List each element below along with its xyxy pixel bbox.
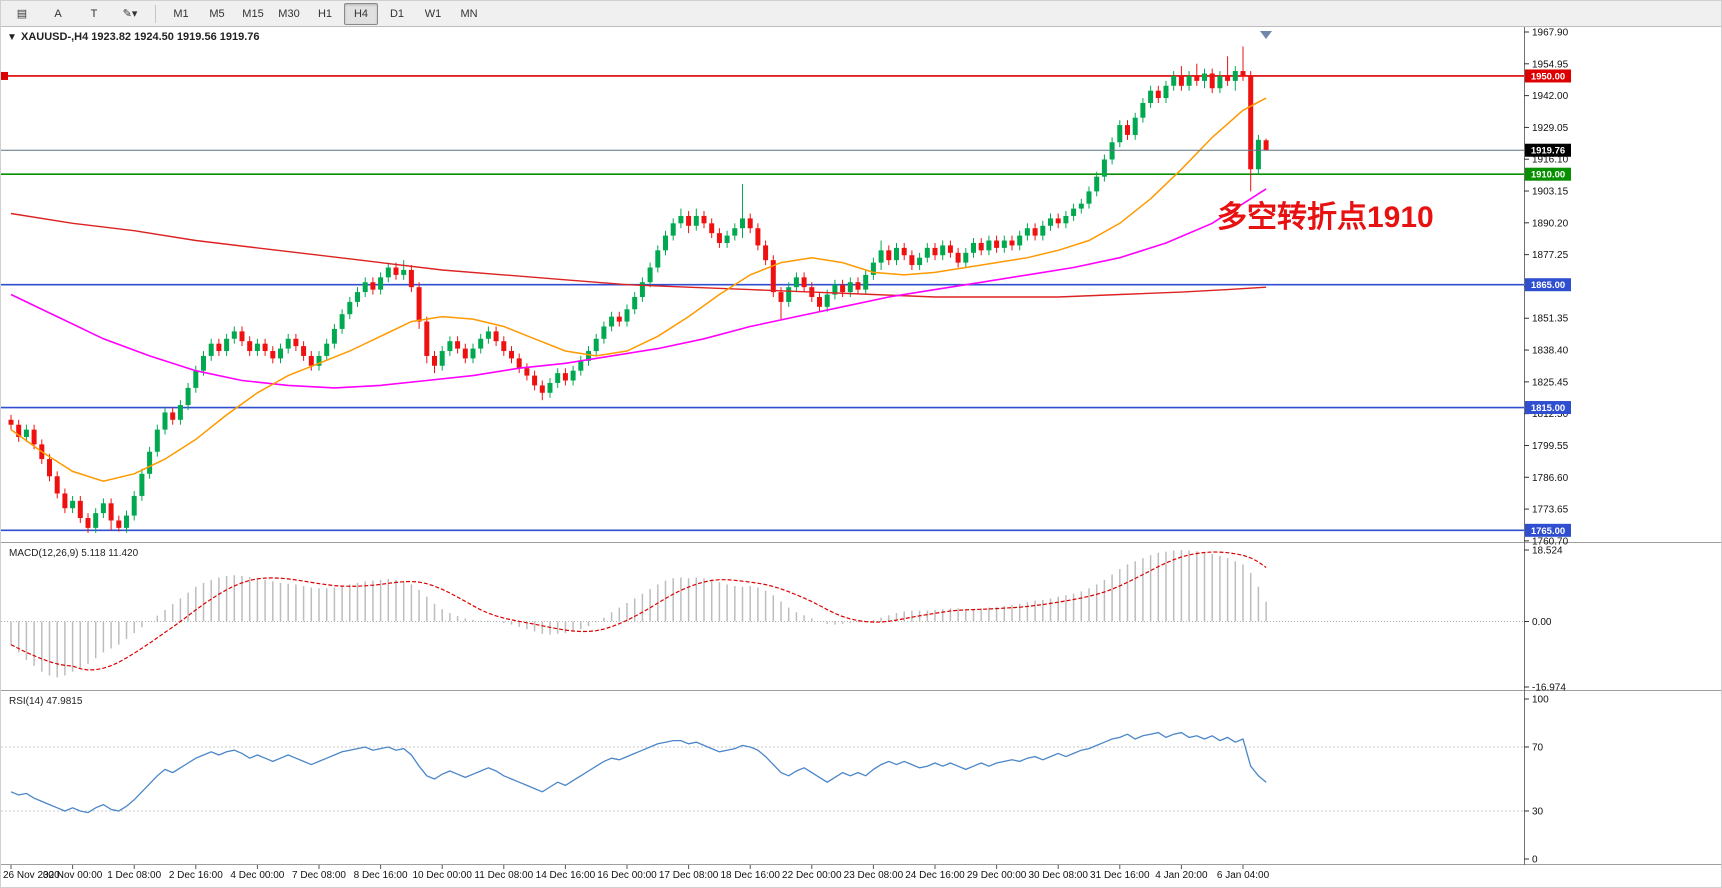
time-tick-label: 7 Dec 08:00	[292, 870, 346, 881]
time-tick-label: 18 Dec 16:00	[720, 870, 780, 881]
chart-window-icon[interactable]: ▤	[16, 8, 28, 20]
price-line-value: 1910.00	[1531, 170, 1565, 181]
time-tick-label: 26 Nov 2020	[3, 870, 60, 881]
ma-fast-line	[10, 97, 1267, 482]
price-tick-label: 1786.60	[1532, 473, 1569, 484]
timeframe-button-mn[interactable]: MN	[460, 7, 478, 20]
price-tick-label: 1812.50	[1532, 409, 1569, 420]
macd-pane: 18.524 0.00 -16.974	[1, 546, 1566, 694]
time-tick-label: 29 Dec 00:00	[967, 870, 1027, 881]
toolbar-tools: ▤ A T ✎▾	[5, 3, 147, 25]
time-tick-label: 8 Dec 16:00	[354, 870, 408, 881]
time-tick-label: 22 Dec 00:00	[782, 870, 842, 881]
price-tick-label: 1916.10	[1532, 155, 1569, 166]
text-tool-button[interactable]: T	[90, 7, 98, 20]
price-line-1765.00[interactable]: 1765.00	[1, 523, 1571, 537]
price-tick-label: 1954.95	[1532, 59, 1569, 70]
price-axis[interactable]: 1967.90 1954.95 1942.00 1929.05 1916.10 1903.…	[1524, 28, 1569, 548]
time-tick-label: 1 Dec 08:00	[107, 870, 161, 881]
price-tick-label: 1942.00	[1532, 91, 1569, 102]
rsi-line	[10, 731, 1267, 814]
time-tick-label: 4 Dec 00:00	[230, 870, 284, 881]
timeframe-button-h1[interactable]: H1	[317, 7, 333, 20]
draw-tool-button[interactable]: ✎▾	[122, 8, 138, 20]
price-tick-label: 1890.20	[1532, 218, 1569, 229]
current-price-value: 1919.76	[1531, 146, 1565, 157]
timeframe-button-m1[interactable]: M1	[173, 7, 189, 20]
ma-mid-line	[10, 188, 1267, 389]
rsi-indicator-label: RSI(14) 47.9815	[9, 696, 83, 707]
time-tick-label: 6 Jan 04:00	[1217, 870, 1270, 881]
price-line-1815.00[interactable]: 1815.00	[1, 401, 1571, 415]
timeframe-button-m30[interactable]: M30	[278, 7, 300, 20]
timeframe-button-h4[interactable]: H4	[344, 2, 378, 25]
time-tick-label: 4 Jan 20:00	[1155, 870, 1208, 881]
shift-marker-icon[interactable]	[1260, 31, 1272, 39]
time-tick-label: 11 Dec 08:00	[474, 870, 533, 881]
toolbar-separator	[155, 4, 156, 23]
price-tick-label: 1773.65	[1532, 505, 1569, 516]
timeframe-button-m15[interactable]: M15	[242, 7, 264, 20]
price-line-1865.00[interactable]: 1865.00	[1, 278, 1571, 292]
chart-layers: 1967.90 1954.95 1942.00 1929.05 1916.10 1903.…	[1, 27, 1721, 881]
rsi-axis-label: 70	[1532, 743, 1544, 754]
symbol-dropdown-icon[interactable]: ▼	[7, 32, 17, 43]
macd-axis-label: 18.524	[1532, 546, 1563, 557]
price-line-value: 1865.00	[1531, 280, 1565, 291]
price-tick-label: 1799.55	[1532, 441, 1569, 452]
timeframe-buttons: M1 M5 M15 M30 H1 H4 D1 W1 MN	[164, 2, 486, 25]
price-line-value: 1815.00	[1531, 403, 1565, 414]
time-tick-label: 31 Dec 16:00	[1090, 870, 1150, 881]
symbol-ohlc-line: XAUUSD-,H4 1923.82 1924.50 1919.56 1919.…	[21, 31, 260, 43]
timeframe-button-w1[interactable]: W1	[424, 7, 442, 20]
rsi-axis-label: 100	[1532, 695, 1549, 706]
chart-wrap: 1967.90 1954.95 1942.00 1929.05 1916.10 1903.…	[1, 27, 1722, 888]
price-tick-label: 1967.90	[1532, 28, 1569, 39]
rsi-pane: 100 70 30 0	[1, 695, 1549, 866]
line-handle[interactable]	[1, 71, 8, 80]
time-tick-label: 30 Nov 00:00	[43, 870, 103, 881]
macd-axis-label: -16.974	[1532, 683, 1566, 694]
time-tick-label: 10 Dec 00:00	[412, 870, 472, 881]
time-tick-label: 30 Dec 08:00	[1028, 870, 1088, 881]
macd-axis-label: 0.00	[1532, 617, 1552, 628]
current-price-line: 1919.76	[1, 143, 1571, 157]
price-line-1910.00[interactable]: 1910.00	[1, 167, 1571, 181]
time-tick-label: 14 Dec 16:00	[536, 870, 596, 881]
price-tick-label: 1903.15	[1532, 187, 1569, 198]
chart-canvas[interactable]: 1967.90 1954.95 1942.00 1929.05 1916.10 1903.…	[1, 27, 1722, 888]
price-tick-label: 1929.05	[1532, 123, 1569, 134]
toolbar: ▤ A T ✎▾ M1 M5 M15 M30 H1 H4 D1 W1 MN	[1, 1, 1721, 27]
chart-annotation-text[interactable]: 多空转折点1910	[1217, 201, 1434, 234]
price-tick-label: 1877.25	[1532, 250, 1569, 261]
time-tick-label: 16 Dec 00:00	[597, 870, 657, 881]
price-tick-label: 1825.45	[1532, 377, 1569, 388]
macd-signal-line	[10, 551, 1267, 671]
ma-slow-line	[10, 212, 1267, 298]
price-tick-label: 1838.40	[1532, 346, 1569, 357]
candlesticks	[8, 46, 1269, 533]
price-line-value: 1950.00	[1531, 71, 1565, 82]
time-tick-label: 24 Dec 16:00	[905, 870, 965, 881]
timeframe-button-d1[interactable]: D1	[389, 7, 405, 20]
time-tick-label: 17 Dec 08:00	[659, 870, 719, 881]
time-tick-label: 2 Dec 16:00	[169, 870, 223, 881]
macd-indicator-label: MACD(12,26,9) 5.118 11.420	[9, 548, 139, 559]
rsi-axis-label: 30	[1532, 807, 1544, 818]
cursor-a-button[interactable]: A	[54, 7, 62, 20]
price-tick-label: 1760.70	[1532, 536, 1569, 547]
rsi-axis-label: 0	[1532, 855, 1538, 866]
price-tick-label: 1851.35	[1532, 314, 1569, 325]
time-tick-label: 23 Dec 08:00	[844, 870, 904, 881]
price-line-value: 1765.00	[1531, 526, 1565, 537]
price-line-1950.00[interactable]: 1950.00	[1, 69, 1571, 83]
timeframe-button-m5[interactable]: M5	[209, 7, 225, 20]
